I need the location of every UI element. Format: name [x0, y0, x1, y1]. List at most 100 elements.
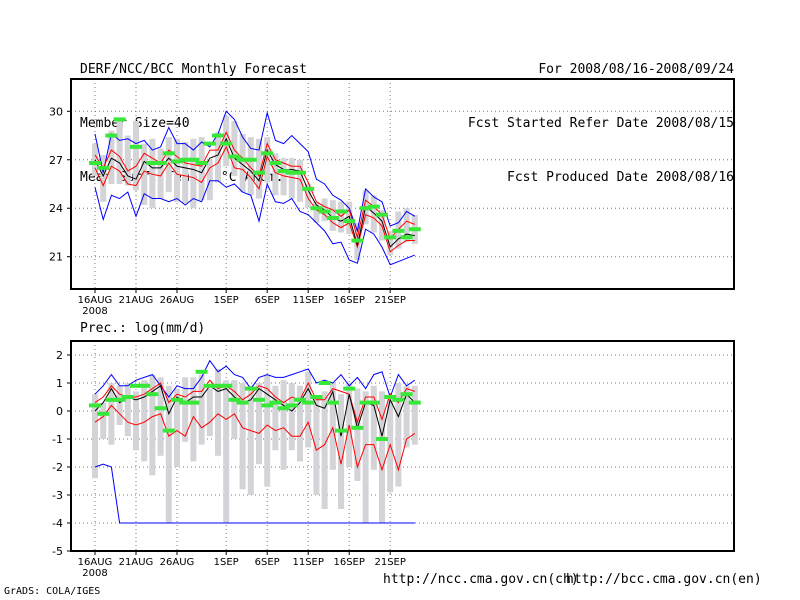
prec-box [321, 391, 328, 509]
temp-lower-line [94, 145, 415, 253]
prec-xtick-label: 6SEP [255, 557, 280, 568]
temp-box [329, 200, 336, 231]
temp-ytick-label: 27 [49, 154, 63, 167]
temp-ref-mark [212, 133, 224, 138]
temp-box [379, 209, 385, 241]
temp-ytick-label: 30 [49, 105, 63, 118]
prec-box [215, 369, 221, 456]
prec-ref-mark [392, 397, 405, 402]
prec-box [108, 383, 115, 445]
temp-ref-mark [294, 170, 306, 175]
prec-box [239, 383, 246, 490]
prec-ref-mark [212, 383, 224, 388]
prec-box [272, 385, 279, 451]
prec-box [157, 377, 164, 456]
temp-box [206, 159, 213, 201]
prec-box [92, 394, 98, 479]
temp-xtick-label: 21AUG [119, 295, 154, 306]
prec-ref-mark [253, 397, 265, 402]
prec-box [354, 388, 361, 481]
temp-min-line [94, 180, 415, 266]
prec-ref-mark [343, 386, 356, 391]
prec-box [116, 385, 123, 425]
temp-box [288, 158, 295, 199]
temp-box [305, 184, 312, 209]
prec-box [370, 385, 377, 470]
temp-ref-mark [326, 215, 339, 220]
prec-box [141, 380, 148, 462]
prec-ref-mark [244, 386, 257, 391]
temp-box [264, 137, 271, 183]
temp-ref-mark [162, 151, 175, 156]
temp-box [215, 132, 221, 183]
prec-box [264, 374, 271, 487]
prec-ref-mark [113, 397, 126, 402]
prec-max-line [94, 359, 416, 399]
fcst-start-date: Fcst Started Refer Date 2008/08/15 [467, 116, 734, 131]
prec-ref-mark [335, 428, 347, 433]
prec-ref-mark [269, 400, 282, 405]
prec-ref-mark [179, 400, 192, 405]
temp-ref-mark [318, 209, 331, 214]
prec-box [247, 385, 254, 495]
temp-box [157, 148, 164, 199]
prec-ytick-label: -2 [52, 461, 63, 474]
title-line: DERF/NCC/BCC Monthly Forecast [80, 62, 307, 77]
prec-ref-mark [187, 400, 200, 405]
temp-ytick-label: 24 [49, 202, 63, 215]
prec-ytick-label: 0 [56, 405, 63, 418]
fcst-produced-date: Fcst Produced Date 2008/08/16 [507, 170, 734, 185]
prec-ref-mark [376, 437, 388, 441]
temp-box [190, 138, 197, 209]
prec-xtick-label: 16AUG [78, 557, 113, 568]
prec-box [165, 385, 172, 523]
prec-ref-mark [220, 383, 233, 388]
temp-ref-mark [285, 170, 298, 175]
prec-ytick-label: 2 [56, 349, 63, 362]
temp-ref-mark [335, 209, 347, 214]
temp-box [133, 121, 139, 191]
prec-xtick-label: 21AUG [119, 557, 154, 568]
temp-xtick-label: 1SEP [214, 295, 239, 306]
prec-ref-mark [154, 406, 167, 411]
prec-xtick-label: 26AUG [160, 557, 195, 568]
bcc-url: http://bcc.cma.gov.cn(en) [566, 572, 762, 587]
prec-box [329, 383, 336, 470]
prec-ref-mark [400, 392, 413, 397]
temp-xtick-label: 16AUG [78, 295, 113, 306]
temp-box [247, 137, 254, 196]
temp-ref-mark [376, 212, 388, 217]
prec-min-line [94, 463, 415, 524]
prec-ref-mark [351, 425, 364, 430]
temp-ref-mark [187, 157, 200, 162]
temp-box [313, 201, 320, 223]
prec-ref-mark [162, 428, 175, 433]
temp-xtick-label: 26AUG [160, 295, 195, 306]
temp-box [165, 137, 172, 193]
prec-xtick-year: 2008 [82, 568, 107, 579]
prec-ref-mark [384, 395, 397, 399]
prec-xtick-label: 11SEP [292, 557, 323, 568]
temp-ref-mark [154, 161, 167, 165]
prec-ytick-label: -4 [52, 517, 63, 530]
prec-ref-mark [261, 403, 274, 408]
temp-ref-mark [400, 235, 413, 240]
prec-ref-mark [359, 400, 372, 405]
prec-ref-mark [285, 403, 298, 408]
prec-ref-mark [277, 406, 290, 411]
prec-box [133, 391, 139, 451]
prec-box [403, 385, 410, 448]
forecast-period: For 2008/08/16-2008/09/24 [538, 62, 734, 77]
grads-credit: GrADS: COLA/IGES [4, 586, 101, 597]
temp-ref-mark [220, 141, 233, 146]
prec-box [297, 385, 303, 462]
prec-box [362, 391, 369, 523]
temp-box [198, 137, 205, 201]
temp-box [338, 201, 344, 233]
prec-box [190, 377, 197, 462]
temp-box [182, 142, 189, 204]
prec-ref-mark [89, 403, 101, 408]
prec-box [256, 383, 262, 465]
temp-ref-mark [146, 161, 159, 165]
temp-ref-mark [195, 161, 208, 165]
